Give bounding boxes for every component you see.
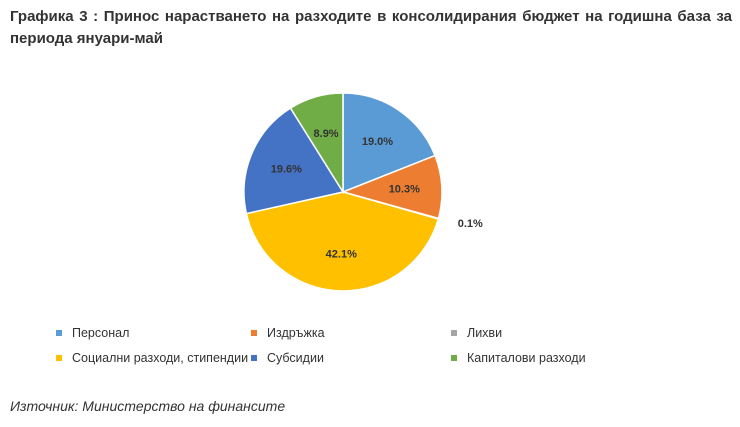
legend-item: Персонал: [56, 326, 251, 340]
legend-label: Социални разходи, стипендии: [72, 351, 249, 365]
pie-slice: [289, 92, 344, 195]
chart-legend: Персонал Издръжка Лихви Социални разходи…: [56, 326, 696, 365]
data-label: 0.1%: [458, 218, 483, 230]
legend-item: Субсидии: [251, 351, 451, 365]
legend-swatch: [251, 355, 257, 361]
legend-swatch: [56, 355, 62, 361]
legend-swatch: [451, 330, 457, 336]
pie-slices: [243, 92, 443, 292]
legend-swatch: [56, 330, 62, 336]
data-label: 42.1%: [326, 248, 357, 260]
chart-title: Графика 3 : Принос нарастването на разхо…: [10, 8, 732, 47]
source-note: Източник: Министерство на финансите: [10, 398, 286, 414]
legend-item: Лихви: [451, 326, 651, 340]
legend-item: Издръжка: [251, 326, 451, 340]
legend-label: Лихви: [467, 326, 503, 340]
legend-swatch: [451, 355, 457, 361]
legend-label: Издръжка: [267, 326, 325, 340]
legend-label: Капиталови разходи: [467, 351, 586, 365]
pie-slice: [245, 191, 440, 292]
pie-slice: [243, 107, 345, 215]
legend-item: Социални разходи, стипендии: [56, 351, 251, 365]
data-label: 10.3%: [389, 184, 420, 196]
pie-data-labels: 19.0% 10.3% 0.1% 42.1% 19.6% 8.9%: [271, 128, 483, 260]
data-label: 8.9%: [314, 128, 339, 140]
data-label: 19.6%: [271, 163, 302, 175]
legend-item: Капиталови разходи: [451, 351, 651, 365]
legend-label: Персонал: [72, 326, 130, 340]
legend-label: Субсидии: [267, 351, 324, 365]
data-label: 19.0%: [362, 136, 393, 148]
legend-swatch: [251, 330, 257, 336]
pie-slice: [342, 92, 437, 194]
